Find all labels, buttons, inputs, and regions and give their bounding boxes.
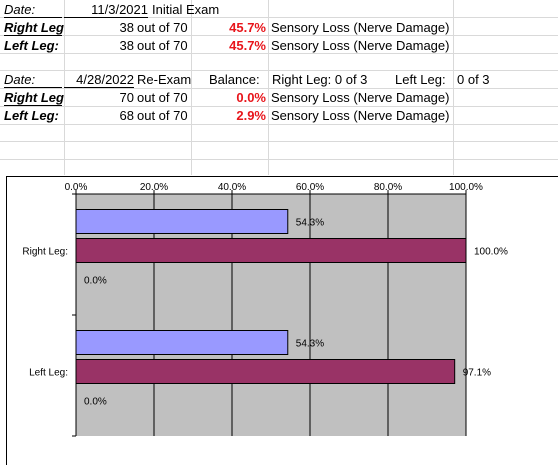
grid-line (191, 0, 192, 175)
exam1-title[interactable]: Initial Exam (152, 2, 220, 17)
bar[interactable] (75, 359, 456, 384)
grid-line (268, 0, 269, 175)
grid-line (453, 0, 454, 175)
exam1-date[interactable]: 11/3/2021 (64, 1, 148, 18)
grid-line (0, 35, 558, 36)
exam2-left-leg-score[interactable]: 68 (119, 108, 134, 123)
balance-label[interactable]: Balance: (209, 72, 260, 87)
data-label: 100.0% (474, 247, 508, 258)
exam2-right-leg-pct[interactable]: 0.0% (236, 90, 266, 105)
exam1-right-leg-pct[interactable]: 45.7% (229, 20, 266, 35)
data-label: 0.0% (84, 397, 107, 408)
exam2-right-leg-out-of[interactable]: out of 70 (137, 90, 188, 105)
grid-line (0, 141, 558, 142)
grid-line (0, 53, 558, 54)
data-label: 0.0% (84, 276, 107, 287)
bar[interactable] (75, 238, 467, 263)
x-axis-ticks: 0.0% 20.0% 40.0% 60.0% 80.0% 100.0% (65, 182, 483, 193)
exam1-left-leg-pct[interactable]: 45.7% (229, 38, 266, 53)
exam2-left-leg-label[interactable]: Left Leg: (4, 108, 59, 123)
chart-object[interactable]: 0.0% 20.0% 40.0% 60.0% 80.0% 100.0% Right Leg… (6, 176, 558, 465)
category-label: Left Leg: (29, 368, 68, 379)
exam1-right-leg-desc[interactable]: Sensory Loss (Nerve Damage) (271, 20, 450, 35)
category-label: Right Leg: (22, 247, 68, 258)
x-tick-label: 0.0% (65, 182, 88, 193)
exam1-date-label[interactable]: Date: (4, 1, 62, 18)
exam1-left-leg-out-of[interactable]: out of 70 (137, 38, 188, 53)
balance-left-leg-label[interactable]: Left Leg: (395, 72, 446, 87)
exam1-right-leg-score[interactable]: 38 (119, 20, 134, 35)
exam1-left-leg-label[interactable]: Left Leg: (4, 38, 59, 53)
grid-line (0, 124, 558, 125)
plot-background[interactable] (76, 194, 466, 436)
bar-chart[interactable]: 0.0% 20.0% 40.0% 60.0% 80.0% 100.0% Right Leg… (7, 177, 558, 466)
balance-right-leg[interactable]: Right Leg: 0 of 3 (272, 72, 368, 87)
bar[interactable] (75, 209, 289, 234)
data-label: 54.3% (296, 339, 324, 350)
grid-line (0, 70, 558, 71)
x-tick-label: 100.0% (449, 182, 483, 193)
category-labels: Right Leg: Left Leg: (22, 247, 68, 379)
bar[interactable] (75, 330, 289, 355)
x-tick-label: 60.0% (296, 182, 324, 193)
plot-area[interactable] (72, 190, 467, 437)
x-tick-label: 80.0% (374, 182, 402, 193)
balance-left-leg-value[interactable]: 0 of 3 (457, 72, 490, 87)
x-tick-label: 40.0% (218, 182, 246, 193)
exam1-right-leg-label[interactable]: Right Leg (4, 20, 64, 36)
bars[interactable] (75, 209, 467, 384)
exam2-date[interactable]: 4/28/2022 (64, 71, 134, 88)
exam2-left-leg-pct[interactable]: 2.9% (236, 108, 266, 123)
exam2-left-leg-desc[interactable]: Sensory Loss (Nerve Damage) (271, 108, 450, 123)
exam2-right-leg-score[interactable]: 70 (119, 90, 134, 105)
grid-line (0, 159, 558, 160)
data-label: 54.3% (296, 218, 324, 229)
exam2-title[interactable]: Re-Exam (137, 72, 192, 87)
exam2-right-leg-desc[interactable]: Sensory Loss (Nerve Damage) (271, 90, 450, 105)
spreadsheet-area: Date: 11/3/2021 Initial Exam Right Leg 3… (0, 0, 558, 175)
data-labels: 54.3% 100.0% 0.0% 54.3% 97.1% 0.0% (84, 218, 508, 408)
grid-line (0, 88, 558, 89)
exam1-right-leg-out-of[interactable]: out of 70 (137, 20, 188, 35)
exam2-left-leg-out-of[interactable]: out of 70 (137, 108, 188, 123)
exam1-left-leg-desc[interactable]: Sensory Loss (Nerve Damage) (271, 38, 450, 53)
exam2-right-leg-label[interactable]: Right Leg (4, 90, 64, 106)
grid-line (0, 17, 558, 18)
exam1-left-leg-score[interactable]: 38 (119, 38, 134, 53)
exam2-date-label[interactable]: Date: (4, 71, 62, 88)
x-tick-label: 20.0% (140, 182, 168, 193)
data-label: 97.1% (463, 368, 491, 379)
grid-line (0, 106, 558, 107)
